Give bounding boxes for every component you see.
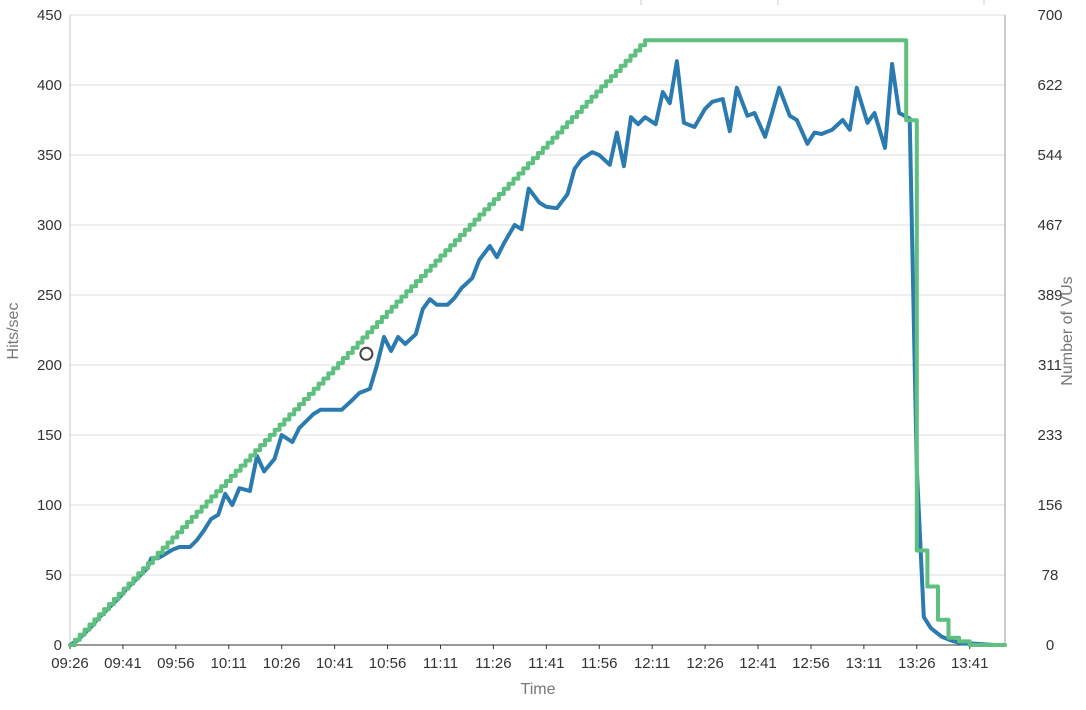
x-tick-label: 13:26 [898, 655, 936, 672]
x-tick-label: 13:11 [846, 655, 882, 672]
y-left-tick-label: 150 [37, 427, 62, 444]
x-tick-label: 12:56 [792, 655, 830, 672]
y-left-tick-label: 50 [45, 567, 62, 584]
y-right-tick-label: 311 [1038, 357, 1062, 374]
y-axis-left-title: Hits/sec [5, 303, 22, 360]
hits-series-line [68, 59, 997, 647]
x-tick-label: 11:56 [581, 655, 617, 672]
y-right-tick-label: 467 [1037, 217, 1062, 234]
y-left-tick-label: 400 [37, 77, 62, 94]
x-tick-label: 11:41 [528, 655, 564, 672]
x-tick-label: 10:56 [369, 655, 407, 672]
series [68, 38, 1007, 647]
x-tick-label: 12:26 [686, 655, 724, 672]
y-left-tick-label: 450 [37, 7, 62, 24]
y-right-tick-label: 233 [1037, 427, 1062, 444]
tick-labels: 0 50 100 150 200 250 300 350 400 450 0 78 156 233 311 3… [37, 7, 1063, 672]
x-axis-title: Time [521, 681, 556, 698]
axes [69, 15, 1006, 649]
x-tick-label: 10:11 [211, 655, 247, 672]
y-left-tick-label: 300 [37, 217, 62, 234]
y-left-tick-label: 350 [37, 147, 62, 164]
y-right-tick-label: 622 [1037, 77, 1062, 94]
y-axis-right-title: Number of VUs [1059, 276, 1076, 385]
y-right-tick-label: 544 [1037, 147, 1062, 164]
y-right-tick-label: 78 [1042, 567, 1059, 584]
y-left-tick-label: 250 [37, 287, 62, 304]
y-right-tick-label: 700 [1037, 7, 1062, 24]
y-left-tick-label: 100 [37, 497, 62, 514]
x-tick-label: 09:26 [51, 655, 89, 672]
x-tick-label: 11:11 [423, 655, 458, 672]
vus-series-line [68, 38, 1007, 647]
x-tick-label: 10:26 [263, 655, 301, 672]
hover-marker [359, 346, 374, 361]
y-left-tick-label: 0 [54, 637, 62, 654]
x-tick-label: 10:41 [316, 655, 354, 672]
grid [70, 0, 1005, 576]
x-tick-label: 12:11 [634, 655, 670, 672]
x-tick-label: 09:41 [104, 655, 142, 672]
y-left-tick-label: 200 [37, 357, 62, 374]
y-right-tick-label: 389 [1037, 287, 1062, 304]
y-right-tick-label: 0 [1046, 637, 1054, 654]
x-tick-label: 09:56 [157, 655, 195, 672]
x-tick-label: 11:26 [475, 655, 511, 672]
x-tick-label: 12:41 [739, 655, 777, 672]
x-tick-label: 13:41 [951, 655, 989, 672]
y-right-tick-label: 156 [1037, 497, 1062, 514]
